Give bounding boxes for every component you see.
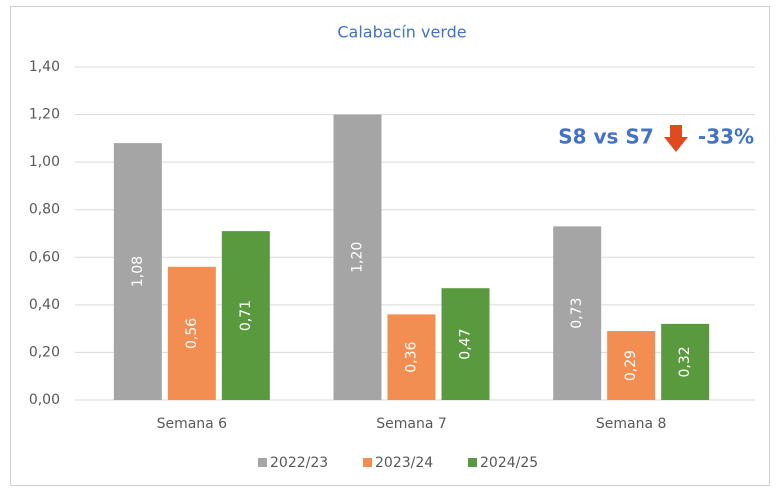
y-tick-label: 1,20 [29, 107, 60, 123]
value-label: 0,73 [569, 298, 585, 329]
bar [221, 231, 270, 400]
value-label: 0,32 [677, 346, 693, 377]
y-tick-label: 0,80 [29, 202, 60, 218]
value-label: 1,08 [130, 256, 146, 287]
legend-swatch [468, 458, 477, 467]
value-label: 0,47 [458, 329, 474, 360]
legend-label: 2024/25 [480, 455, 538, 471]
y-tick-label: 0,20 [29, 344, 60, 360]
x-tick-label: Semana 6 [157, 416, 228, 432]
bar [387, 314, 436, 400]
bar [113, 143, 162, 400]
value-label: 0,71 [238, 300, 254, 331]
x-tick-label: Semana 7 [376, 416, 447, 432]
chart-title: Calabacín verde [337, 23, 466, 42]
y-tick-label: 0,40 [29, 297, 60, 313]
bar [553, 226, 602, 400]
value-label: 0,29 [623, 350, 639, 381]
annotation: S8 vs S7 [558, 125, 654, 149]
value-label: 0,36 [404, 342, 420, 373]
bar [607, 331, 656, 400]
value-label: 0,56 [184, 318, 200, 349]
y-tick-label: 1,40 [29, 59, 60, 75]
legend-label: 2022/23 [270, 455, 328, 471]
bar [167, 266, 216, 400]
down-arrow-icon [664, 125, 688, 152]
legend-swatch [363, 458, 372, 467]
legend-swatch [258, 458, 267, 467]
x-tick-label: Semana 8 [596, 416, 667, 432]
legend-label: 2023/24 [375, 455, 433, 471]
y-tick-label: 1,00 [29, 154, 60, 170]
y-tick-label: 0,00 [29, 392, 60, 408]
y-tick-label: 0,60 [29, 249, 60, 265]
bar [441, 288, 490, 400]
value-label: 1,20 [350, 242, 366, 273]
bar [333, 114, 382, 401]
annotation: -33% [698, 125, 754, 149]
bar [661, 323, 710, 400]
